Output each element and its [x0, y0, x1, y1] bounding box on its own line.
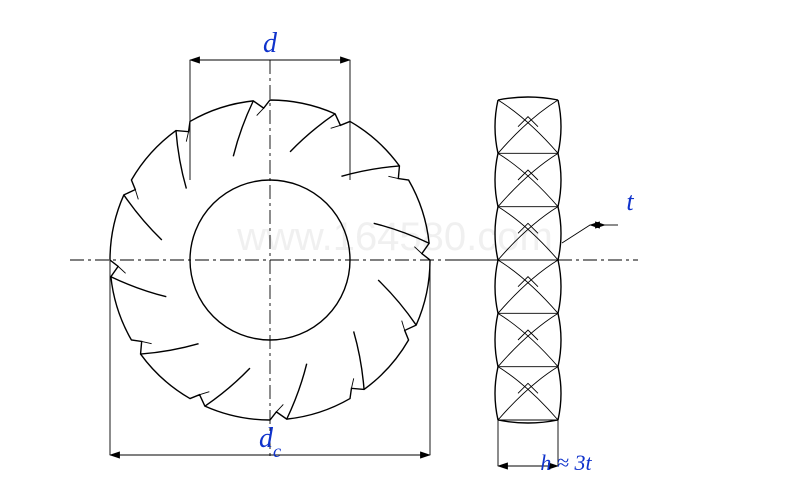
front-view — [70, 60, 515, 460]
engineering-drawing: www.164580.com ddch ≈ 3tt — [0, 0, 790, 500]
dim-label: t — [626, 187, 634, 216]
dim-label: d — [263, 28, 278, 59]
side-view — [458, 97, 638, 423]
dim-label-h: h ≈ 3t — [540, 450, 592, 475]
